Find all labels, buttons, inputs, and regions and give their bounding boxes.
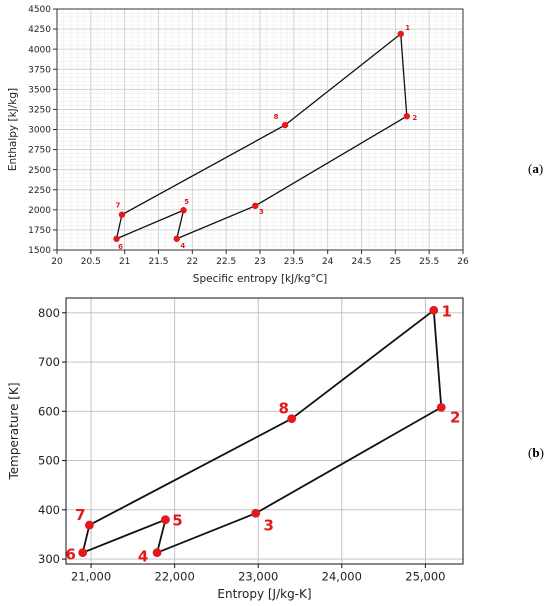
y-axis-title: Temperature [K] (7, 382, 21, 480)
state-point-label-2: 2 (412, 114, 417, 122)
state-point-label-7: 7 (116, 202, 121, 210)
y-tick-label: 3250 (28, 106, 51, 116)
chart-panel-a: 20 20.5 21 21.5 22 22.5 23 23.5 24 24.5 25 25.5 2615… (7, 5, 469, 285)
cycle-segment-1-2 (400, 33, 408, 117)
y-tick-label: 4500 (28, 5, 51, 15)
state-point-label-8: 8 (274, 113, 279, 121)
state-point-4 (173, 235, 180, 242)
state-point-label-4: 4 (180, 242, 185, 250)
state-point-label-6: 6 (118, 243, 123, 251)
x-tick-label: 25 (390, 257, 401, 267)
state-point-2 (436, 402, 446, 412)
x-tick-label: 26 (457, 257, 469, 267)
y-tick-label: 500 (38, 454, 60, 468)
y-tick-label: 300 (38, 552, 60, 566)
state-point-label-5: 5 (172, 512, 182, 530)
y-tick-label: 700 (38, 355, 60, 369)
state-point-6 (78, 548, 88, 558)
y-tick-label: 2750 (28, 146, 51, 156)
x-tick-label: 21,000 (71, 570, 111, 584)
state-point-7 (118, 211, 126, 218)
state-point-4 (152, 548, 162, 558)
cycle-segment-3-4 (156, 512, 257, 554)
cycle-segment-8-1 (290, 309, 435, 420)
cycle-segment-2-3 (254, 115, 408, 207)
x-tick-label: 24 (322, 257, 334, 267)
state-point-3 (252, 202, 259, 210)
state-point-label-1: 1 (405, 24, 410, 32)
x-tick-label: 20 (51, 257, 63, 267)
x-tick-label: 25.5 (419, 257, 439, 267)
y-tick-label: 2250 (28, 186, 51, 196)
state-point-5 (161, 515, 170, 525)
x-tick-label: 21.5 (148, 257, 168, 267)
x-tick-label: 23 (254, 257, 265, 267)
state-point-8 (281, 121, 289, 129)
state-point-1 (429, 305, 439, 315)
y-tick-label: 400 (38, 503, 60, 517)
y-tick-label: 600 (38, 404, 60, 418)
y-tick-label: 4250 (28, 25, 51, 35)
cycle-segment-3-4 (176, 205, 256, 240)
y-tick-label: 1500 (28, 246, 51, 256)
x-tick-label: 22,000 (155, 570, 195, 584)
state-point-label-3: 3 (264, 516, 274, 534)
state-point-label-5: 5 (184, 198, 189, 206)
panel-b-tag: (b) (528, 445, 544, 460)
state-point-6 (113, 235, 120, 242)
cycle-segment-4-5 (156, 518, 167, 554)
x-tick-label: 21 (119, 257, 130, 267)
state-point-label-6: 6 (65, 546, 75, 564)
cycle-segment-5-6 (115, 209, 185, 240)
state-point-3 (251, 508, 261, 518)
y-tick-label: 1750 (28, 226, 51, 236)
state-point-2 (403, 113, 411, 120)
cycle-segment-8-1 (284, 33, 402, 126)
y-tick-label: 3500 (28, 85, 51, 95)
x-axis-title: Specific entropy [kJ/kg°C] (193, 273, 327, 285)
state-point-label-2: 2 (450, 408, 460, 426)
cycle-segment-7-8 (121, 124, 286, 216)
state-point-label-7: 7 (75, 506, 85, 524)
x-tick-label: 20.5 (81, 257, 101, 267)
plot-frame (65, 297, 464, 565)
x-tick-label: 23,000 (238, 570, 278, 584)
y-tick-label: 800 (38, 306, 60, 320)
state-point-label-8: 8 (278, 400, 288, 418)
x-tick-label: 23.5 (284, 257, 304, 267)
cycle-segment-6-7 (115, 214, 123, 240)
y-tick-label: 3750 (28, 65, 51, 75)
x-tick-label: 25,000 (405, 570, 445, 584)
cycle-segment-2-3 (254, 406, 443, 515)
y-axis-title: Enthalpy [kJ/kg] (7, 88, 19, 171)
state-point-5 (180, 207, 187, 214)
cycle-segment-6-7 (81, 524, 91, 554)
x-tick-label: 24,000 (322, 570, 362, 584)
y-tick-label: 2000 (28, 206, 51, 216)
state-point-label-3: 3 (259, 208, 264, 216)
cycle-segment-4-5 (176, 209, 185, 240)
state-point-1 (397, 30, 404, 38)
x-axis-title: Entropy [J/kg-K] (217, 587, 311, 601)
state-point-label-4: 4 (138, 548, 148, 566)
y-tick-label: 3000 (28, 126, 51, 136)
x-tick-label: 22.5 (216, 257, 236, 267)
panel-a-tag: (a) (528, 161, 544, 176)
state-point-label-1: 1 (442, 302, 452, 320)
state-point-7 (85, 520, 94, 530)
y-tick-label: 2500 (28, 166, 51, 176)
cycle-segment-7-8 (88, 417, 293, 526)
state-point-8 (287, 414, 297, 424)
y-tick-label: 4000 (28, 45, 51, 55)
x-tick-label: 22 (187, 257, 198, 267)
cycle-segment-1-2 (432, 309, 443, 409)
x-tick-label: 24.5 (351, 257, 371, 267)
cycle-segment-5-6 (81, 518, 167, 554)
chart-panel-b: 21,000 22,000 23,000 24,000 25,000 300 400 500 6… (7, 297, 464, 601)
